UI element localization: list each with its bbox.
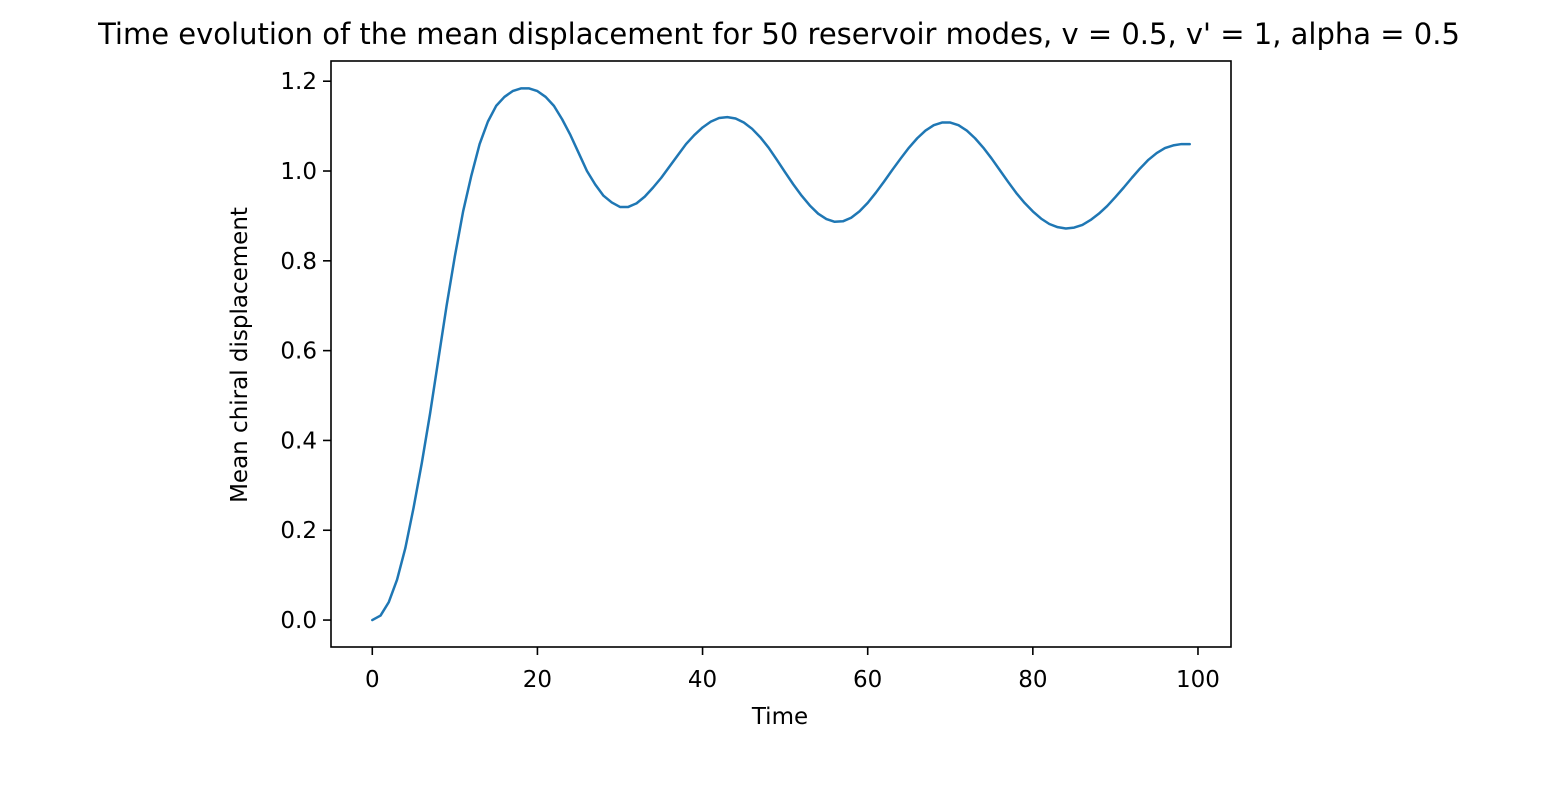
x-tick-label: 40 bbox=[688, 667, 717, 693]
plot-frame bbox=[330, 60, 1232, 648]
y-tick-label: 0.6 bbox=[280, 339, 317, 365]
x-tick-label: 100 bbox=[1176, 667, 1220, 693]
y-tick-label: 0.4 bbox=[280, 428, 317, 454]
chart-title: Time evolution of the mean displacement … bbox=[97, 17, 1460, 51]
x-tick-label: 20 bbox=[523, 667, 552, 693]
y-tick-label: 0.8 bbox=[280, 249, 317, 275]
y-tick-label: 0.2 bbox=[280, 518, 317, 544]
y-tick-label: 1.0 bbox=[280, 159, 317, 185]
x-tick-label: 80 bbox=[1018, 667, 1047, 693]
series-line-0 bbox=[371, 87, 1191, 622]
y-axis-label: Mean chiral displacement bbox=[227, 207, 253, 503]
y-tick-label: 0.0 bbox=[280, 608, 317, 634]
x-tick-label: 60 bbox=[853, 667, 882, 693]
plot-area: 0 20 40 60 80 100 0.0 0.2 0.4 0.6 0.8 1.0 1.2 bbox=[280, 60, 1232, 693]
y-tick-label: 1.2 bbox=[280, 69, 317, 95]
x-tick-label: 0 bbox=[365, 667, 380, 693]
x-axis-label: Time bbox=[751, 704, 808, 730]
